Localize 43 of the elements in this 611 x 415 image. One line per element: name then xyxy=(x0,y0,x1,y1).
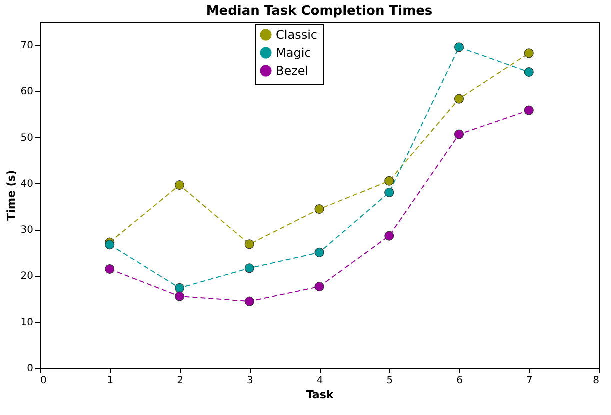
y-tick-label: 0 xyxy=(27,364,34,374)
y-tick-label: 70 xyxy=(20,40,34,52)
point xyxy=(454,130,464,140)
x-tick-label: 3 xyxy=(246,376,254,386)
x-axis-title: Task xyxy=(306,388,334,402)
chart-title: Median Task Completion Times xyxy=(206,4,433,19)
x-tick-label: 1 xyxy=(107,376,114,386)
point xyxy=(105,240,115,250)
x-tick-label: 8 xyxy=(593,376,600,386)
x-tick-label: 5 xyxy=(386,376,394,386)
point xyxy=(314,282,324,292)
x-tick-label: 2 xyxy=(177,376,184,386)
point xyxy=(174,283,185,293)
y-tick-label: 20 xyxy=(20,271,34,282)
point xyxy=(524,68,534,78)
point xyxy=(454,42,464,52)
point xyxy=(105,264,115,274)
y-tick-label: 60 xyxy=(20,86,34,98)
y-tick-label: 10 xyxy=(20,317,34,328)
point xyxy=(244,264,254,274)
legend-label: Classic xyxy=(276,28,318,42)
point xyxy=(244,296,254,306)
x-tick-label: 4 xyxy=(316,376,324,386)
y-axis-title: Time (s) xyxy=(4,170,18,221)
x-tick-label: 0 xyxy=(40,376,47,386)
point xyxy=(314,204,324,214)
point xyxy=(174,292,185,302)
x-tick-label: 7 xyxy=(526,376,533,386)
y-tick-label: 40 xyxy=(20,178,34,190)
x-tick-label: 6 xyxy=(456,376,463,386)
y-tick-label: 50 xyxy=(20,132,34,144)
point xyxy=(384,176,394,186)
point xyxy=(384,188,394,198)
point xyxy=(314,248,324,258)
legend-label: Magic xyxy=(276,46,312,60)
point xyxy=(244,240,254,250)
point xyxy=(524,48,534,58)
point xyxy=(174,180,185,190)
y-tick-label: 30 xyxy=(20,225,34,236)
legend-label: Bezel xyxy=(276,64,309,78)
point xyxy=(524,106,534,116)
point xyxy=(454,94,464,104)
point xyxy=(384,231,394,241)
